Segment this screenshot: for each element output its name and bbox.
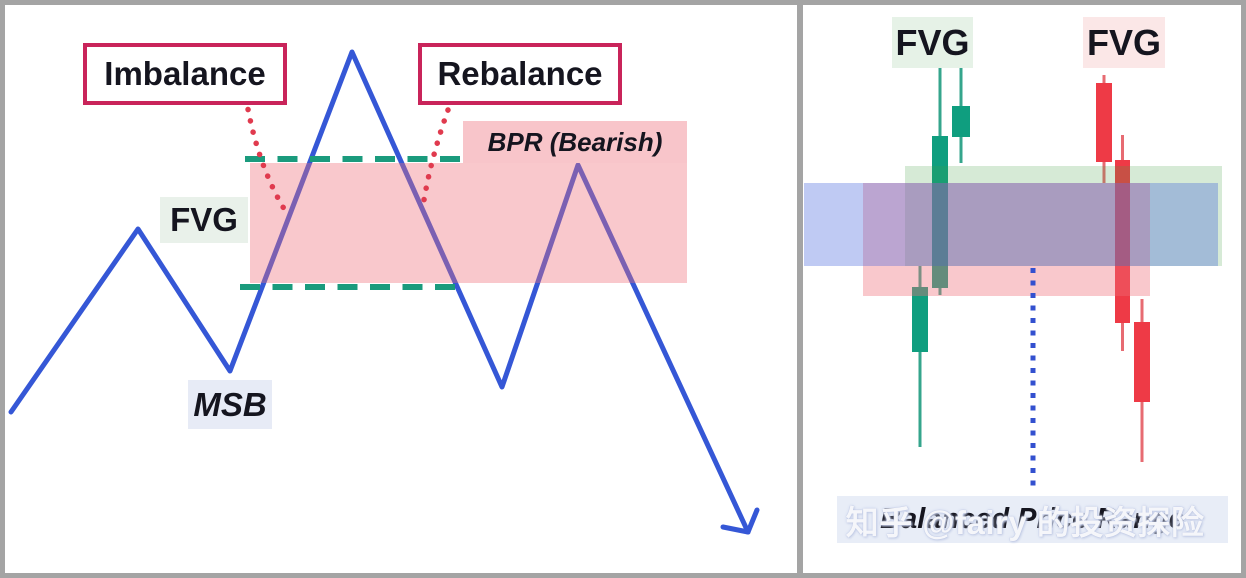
price-line-arrowhead <box>720 524 751 535</box>
fvg-zone-pink <box>863 183 1150 296</box>
caption-balanced-price-range: Balanced Price Range <box>837 496 1228 543</box>
rebalance-pointer-dotted <box>420 96 455 209</box>
bpr-overlap-zone-blue <box>804 183 1218 266</box>
fvg-label-left: FVG <box>160 197 248 243</box>
bpr-bearish-label: BPR (Bearish) <box>463 121 687 163</box>
candle-body-down <box>1115 160 1130 323</box>
candle-body-up <box>952 106 970 137</box>
candle-body-down <box>1096 83 1112 162</box>
rebalance-label: Rebalance <box>418 43 622 105</box>
imbalance-label: Imbalance <box>83 43 287 105</box>
candle-body-up <box>912 287 928 352</box>
fvg-label-bearish: FVG <box>1083 17 1165 68</box>
price-line-arrowhead <box>745 507 760 535</box>
fvg-label-bullish: FVG <box>892 17 973 68</box>
zhihu-watermark: 知乎 @fairy 的投资探险 <box>845 503 1205 541</box>
candle-body-down <box>1134 322 1150 402</box>
panel-divider <box>797 0 803 578</box>
msb-label: MSB <box>188 380 272 429</box>
candle-body-up <box>932 136 948 288</box>
bpr-zone-rect <box>250 163 687 283</box>
price-line <box>8 49 751 535</box>
fvg-zone-green <box>905 166 1222 266</box>
